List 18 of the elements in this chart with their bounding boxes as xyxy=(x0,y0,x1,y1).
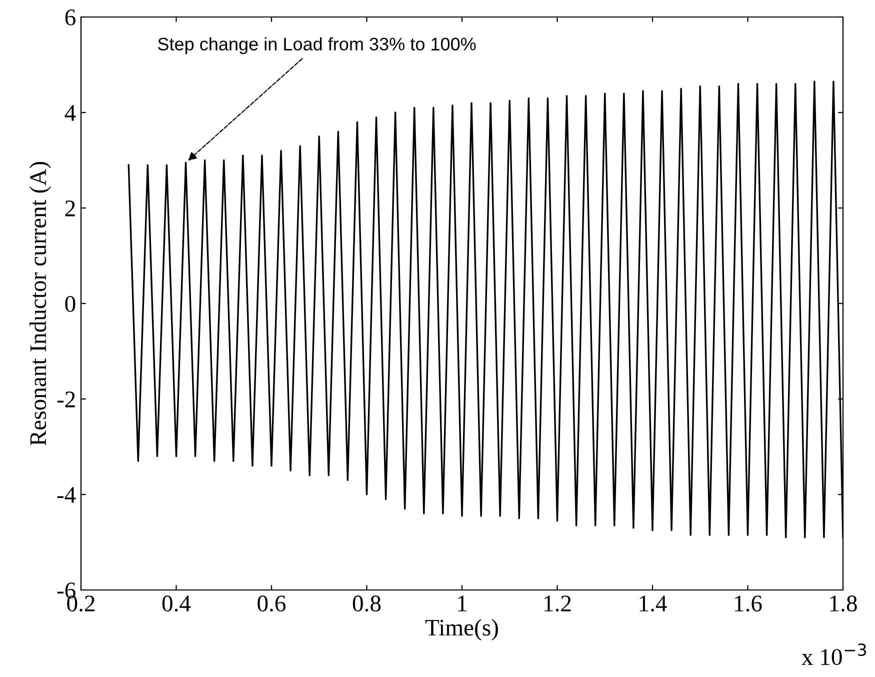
x-tick-label: 1 xyxy=(458,596,466,612)
y-tick-label: -4 xyxy=(57,487,76,503)
x-axis-title: Time(s) xyxy=(425,619,498,640)
text: x 10$^{−3}$ xyxy=(802,644,866,666)
y-tick-label: 2 xyxy=(65,200,75,216)
annotation: Step change in Load from 33% to 100% xyxy=(158,37,476,54)
y-tick-label: 4 xyxy=(64,105,76,121)
x-tick-label: 1.4 xyxy=(640,596,667,612)
y-tick-label: 6 xyxy=(65,10,76,26)
x-tick-label: 0.4 xyxy=(162,596,191,612)
x-tick-label: 0.8 xyxy=(352,596,381,612)
x-tick-label: 0.6 xyxy=(258,596,286,612)
x-tick-label: 1.8 xyxy=(830,596,857,612)
y-tick-label: 0 xyxy=(65,296,76,312)
y-axis-title: Resonant Inductor current (A) xyxy=(30,162,51,446)
y-tick-label: -2 xyxy=(57,392,75,408)
x-tick-label: 1.6 xyxy=(735,596,762,612)
x-tick-label: 1.2 xyxy=(544,596,571,612)
